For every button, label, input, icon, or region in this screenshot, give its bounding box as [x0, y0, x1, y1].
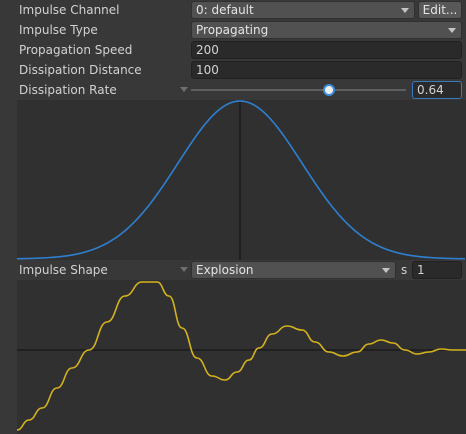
dissipation-rate-row: Dissipation Rate 0.64 — [0, 80, 466, 100]
impulse-shape-dropdown[interactable]: Explosion — [191, 261, 396, 279]
impulse-shape-value: Explosion — [196, 263, 254, 277]
impulse-shape-graph-svg — [17, 281, 466, 431]
foldout-triangle-icon[interactable] — [180, 267, 188, 272]
dissipation-graph — [17, 100, 466, 260]
dissipation-rate-field[interactable]: 0.64 — [412, 81, 462, 99]
impulse-shape-label: Impulse Shape — [19, 263, 108, 277]
impulse-channel-value: 0: default — [196, 3, 254, 17]
propagation-speed-label: Propagation Speed — [19, 43, 133, 57]
propagation-speed-field[interactable]: 200 — [191, 41, 462, 59]
dissipation-rate-slider-track[interactable] — [191, 89, 406, 91]
dissipation-graph-svg — [17, 100, 466, 260]
impulse-type-label: Impulse Type — [19, 23, 98, 37]
dissipation-rate-label: Dissipation Rate — [19, 83, 117, 97]
impulse-duration-field[interactable]: 1 — [412, 261, 462, 279]
foldout-triangle-icon[interactable] — [180, 87, 188, 92]
dropdown-arrow-icon — [448, 28, 456, 33]
dissipation-rate-slider-handle[interactable] — [322, 84, 335, 96]
dissipation-distance-field[interactable]: 100 — [191, 61, 462, 79]
dissipation-curve — [17, 100, 466, 260]
impulse-type-value: Propagating — [196, 23, 269, 37]
duration-unit-label: s — [401, 263, 408, 277]
impulse-type-row: Impulse Type Propagating — [0, 20, 466, 40]
impulse-channel-row: Impulse Channel 0: default Edit... — [0, 0, 466, 20]
impulse-channel-dropdown[interactable]: 0: default — [191, 1, 415, 19]
impulse-type-dropdown[interactable]: Propagating — [191, 21, 462, 39]
dropdown-arrow-icon — [382, 268, 390, 273]
impulse-curve — [17, 281, 466, 431]
dropdown-arrow-icon — [401, 8, 409, 13]
impulse-shape-row: Impulse Shape Explosion s 1 — [0, 260, 466, 280]
impulse-shape-graph — [17, 280, 466, 434]
edit-channels-button[interactable]: Edit... — [418, 1, 462, 19]
propagation-speed-row: Propagation Speed 200 — [0, 40, 466, 60]
impulse-channel-label: Impulse Channel — [19, 3, 120, 17]
dissipation-distance-row: Dissipation Distance 100 — [0, 60, 466, 80]
dissipation-distance-label: Dissipation Distance — [19, 63, 142, 77]
